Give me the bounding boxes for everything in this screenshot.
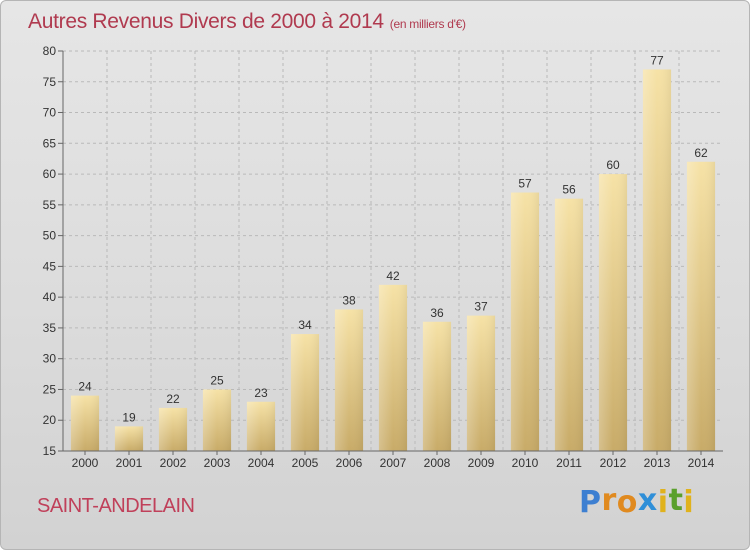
bar-value-label: 36 [430,306,444,320]
bar-highlight [158,407,188,451]
y-tick-label: 70 [43,106,57,120]
y-tick-label: 50 [43,229,57,243]
y-tick-label: 25 [43,382,57,396]
bar-value-label: 57 [518,177,532,191]
y-tick-label: 45 [43,259,57,273]
x-tick-label: 2006 [336,456,363,470]
y-tick-label: 30 [43,352,57,366]
logo-letter: t [668,483,684,518]
y-tick-label: 55 [43,198,57,212]
x-tick-label: 2008 [424,456,451,470]
place-name: SAINT-ANDELAIN [37,495,195,517]
x-tick-label: 2003 [204,456,231,470]
bar-value-label: 62 [694,146,708,160]
y-tick-label: 60 [43,167,57,181]
bar-highlight [554,198,584,451]
bar-value-label: 24 [78,380,92,394]
bar-value-label: 37 [474,300,488,314]
logo-letter: r [601,483,617,518]
proxiti-logo[interactable]: Proxiti [579,483,695,520]
bar-highlight [422,321,452,451]
bar-highlight [378,284,408,451]
y-tick-label: 80 [43,44,57,58]
logo-letter: x [637,483,658,518]
x-tick-label: 2007 [380,456,407,470]
x-tick-label: 2002 [160,456,187,470]
x-tick-label: 2011 [556,456,582,470]
bar-highlight [466,315,496,451]
bar-highlight [598,174,628,452]
y-tick-label: 20 [43,413,57,427]
bar-value-label: 42 [386,269,400,283]
x-tick-label: 2000 [72,456,99,470]
x-tick-label: 2010 [512,456,539,470]
chart-title: Autres Revenus Divers de 2000 à 2014 (en … [28,10,466,34]
bar-highlight [642,69,672,451]
bar-value-label: 25 [210,373,224,387]
bar-value-label: 56 [562,183,576,197]
bar-highlight [510,192,540,452]
bar-value-label: 60 [606,158,620,172]
bar-value-label: 77 [650,53,664,67]
logo-letter: i [657,485,669,520]
y-tick-label: 35 [43,321,57,335]
x-tick-label: 2012 [600,456,627,470]
bar-value-label: 22 [166,392,180,406]
bar-highlight [70,395,100,451]
bar-value-label: 34 [298,318,312,332]
bar-value-label: 38 [342,293,356,307]
chart-unit: (en milliers d'€) [389,17,466,31]
x-tick-label: 2013 [644,456,671,470]
x-tick-label: 2001 [116,456,143,470]
y-tick-label: 40 [43,290,57,304]
bar-highlight [686,161,716,451]
bar-highlight [202,389,232,451]
x-tick-label: 2014 [688,456,715,470]
chart-title-text: Autres Revenus Divers de 2000 à 2014 [28,10,384,33]
bar-highlight [334,309,364,451]
y-tick-label: 15 [43,444,57,458]
bar-value-label: 19 [122,410,136,424]
logo-letter: i [683,485,695,520]
bar-highlight [290,334,320,451]
x-tick-label: 2005 [292,456,319,470]
x-tick-label: 2004 [248,456,275,470]
bar-highlight [114,426,144,451]
logo-letter: P [579,485,602,520]
logo-letter: o [616,485,638,520]
bar-highlight [246,401,276,451]
y-tick-label: 65 [43,136,57,150]
x-tick-label: 2009 [468,456,495,470]
bar-value-label: 23 [254,386,268,400]
y-tick-label: 75 [43,75,57,89]
